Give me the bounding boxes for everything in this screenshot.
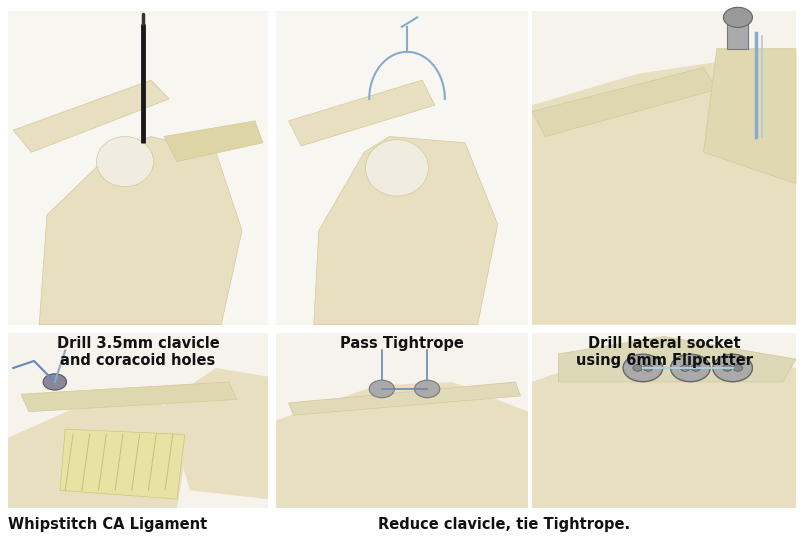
Circle shape [723, 7, 753, 27]
Polygon shape [314, 137, 498, 325]
Circle shape [643, 365, 653, 371]
Polygon shape [558, 336, 796, 382]
Polygon shape [289, 382, 521, 415]
Polygon shape [60, 429, 185, 499]
Bar [727, 24, 749, 49]
Ellipse shape [366, 140, 429, 196]
Circle shape [623, 354, 662, 382]
Bar [276, 333, 528, 508]
Bar [8, 11, 268, 325]
Text: Drill lateral socket
using 6mm Flipcutter: Drill lateral socket using 6mm Flipcutte… [575, 336, 753, 368]
Circle shape [370, 380, 394, 398]
Polygon shape [276, 382, 528, 508]
Circle shape [414, 380, 440, 398]
Polygon shape [532, 68, 717, 137]
Polygon shape [289, 80, 434, 146]
Circle shape [680, 365, 690, 371]
Polygon shape [532, 58, 796, 325]
Text: Whipstitch CA Ligament: Whipstitch CA Ligament [8, 517, 207, 532]
Circle shape [713, 354, 753, 382]
Polygon shape [164, 368, 268, 499]
Ellipse shape [97, 137, 154, 186]
Polygon shape [164, 121, 262, 162]
Circle shape [670, 354, 710, 382]
Polygon shape [21, 382, 237, 412]
Circle shape [722, 365, 732, 371]
Circle shape [43, 374, 66, 390]
Polygon shape [8, 394, 190, 508]
Polygon shape [704, 49, 796, 184]
Text: Reduce clavicle, tie Tightrope.: Reduce clavicle, tie Tightrope. [378, 517, 630, 532]
Text: Drill 3.5mm clavicle
and coracoid holes: Drill 3.5mm clavicle and coracoid holes [57, 336, 219, 368]
Circle shape [633, 365, 642, 371]
Bar [276, 11, 528, 325]
Text: Pass Tightrope: Pass Tightrope [340, 336, 464, 351]
Circle shape [733, 365, 742, 371]
Circle shape [691, 365, 701, 371]
Bar [532, 11, 796, 325]
Polygon shape [532, 347, 796, 508]
Polygon shape [13, 80, 170, 152]
Bar [8, 333, 268, 508]
Bar [532, 333, 796, 508]
Polygon shape [39, 137, 242, 325]
